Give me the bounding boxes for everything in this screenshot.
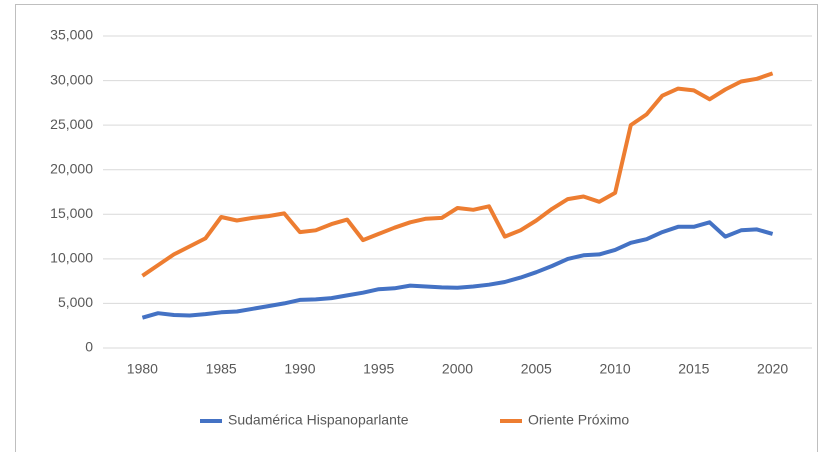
x-tick-label: 1995 [363,361,394,377]
y-tick-label: 0 [85,339,93,355]
y-tick-label: 10,000 [50,250,93,266]
y-tick-label: 35,000 [50,27,93,43]
series-line [141,71,774,278]
series-line [141,220,774,320]
chart-frame [15,4,818,452]
y-tick-label: 20,000 [50,160,93,176]
x-tick-label: 1985 [206,361,237,377]
y-tick-label: 15,000 [50,205,93,221]
legend-label: Sudamérica Hispanoparlante [228,412,409,428]
x-tick-label: 2000 [442,361,473,377]
legend-label: Oriente Próximo [528,412,629,428]
y-tick-label: 25,000 [50,116,93,132]
x-tick-label: 2020 [757,361,788,377]
x-tick-label: 2010 [599,361,630,377]
x-tick-label: 2005 [521,361,552,377]
x-tick-label: 2015 [678,361,709,377]
x-tick-label: 1980 [127,361,158,377]
x-tick-label: 1990 [284,361,315,377]
y-tick-label: 5,000 [58,294,93,310]
y-tick-label: 30,000 [50,71,93,87]
